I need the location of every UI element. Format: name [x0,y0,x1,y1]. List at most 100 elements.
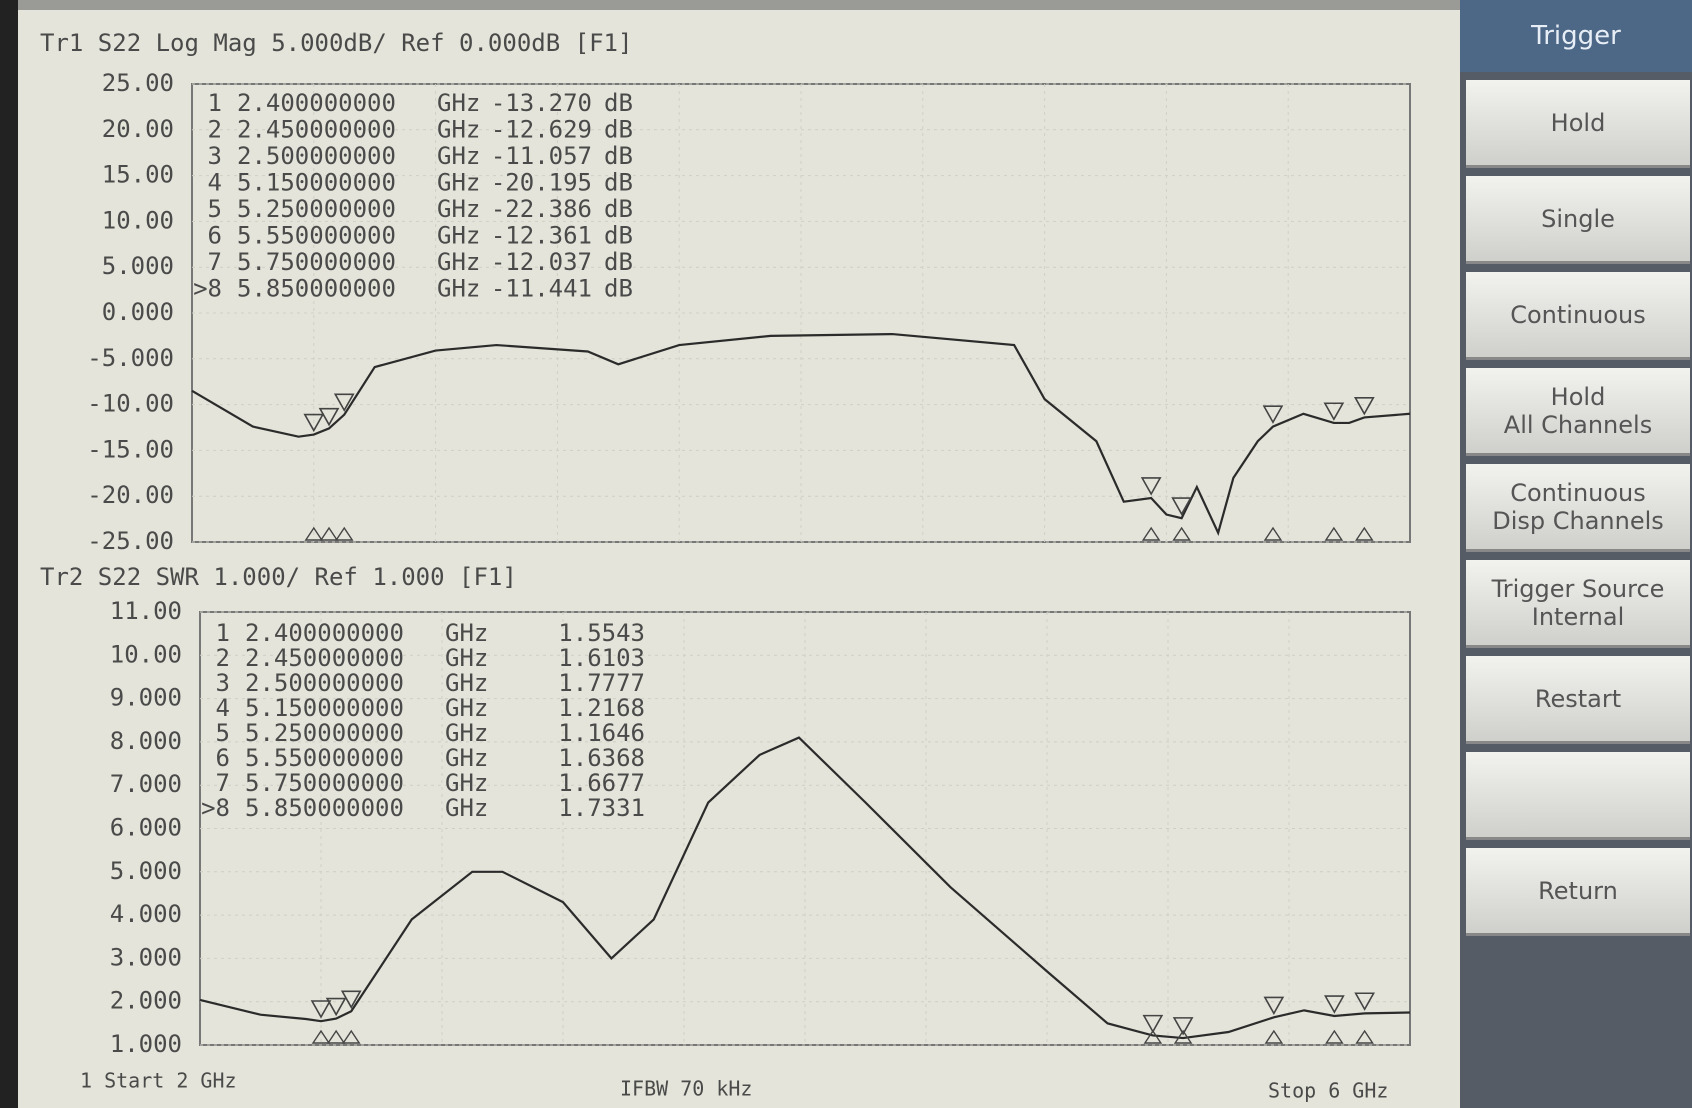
softkey-label: Return [1538,877,1618,905]
marker-id: 6 [216,744,230,772]
softkey[interactable]: Hold [1466,80,1690,168]
marker-value: 1.7777 [558,669,645,697]
marker-value: 1.6677 [558,769,645,797]
softkey-label: Restart [1535,685,1621,713]
marker-id: 7 [216,769,230,797]
softkey[interactable]: Continuous [1466,272,1690,360]
y-tick-label: 0.000 [102,298,174,326]
marker-freq-unit: GHz [437,169,480,197]
marker-freq-unit: GHz [437,195,480,223]
marker-freq-unit: GHz [445,644,488,672]
marker-freq-unit: GHz [445,719,488,747]
y-tick-label: 5.000 [102,252,174,280]
marker-id: 1 [216,619,230,647]
marker-value: 1.1646 [558,719,645,747]
marker-id: 6 [208,222,222,250]
softkey-label: All Channels [1504,411,1652,439]
marker-id: 3 [208,142,222,170]
y-tick-label: -10.00 [87,390,174,418]
y-tick-label: 2.000 [110,987,182,1015]
marker-value: -12.037 [491,248,592,276]
softkey-label: Single [1541,205,1615,233]
marker-value-unit: dB [604,275,633,303]
softkey[interactable]: Return [1466,848,1690,936]
footer-start: 1 Start 2 GHz [80,1069,237,1093]
marker-value: -22.386 [491,195,592,223]
y-tick-label: 5.000 [110,857,182,885]
marker-freq: 5.850000000 [237,275,396,303]
marker-freq: 2.450000000 [237,116,396,144]
softkey[interactable] [1466,752,1690,840]
page: Stop 6 GHz 1 Start 2 GHz IFBW 70 kHz Tr1… [0,0,1692,1108]
marker-freq: 5.550000000 [245,744,404,772]
softkey-label: Hold [1551,109,1606,137]
y-tick-label: -25.00 [87,527,174,555]
marker-value: -11.441 [491,275,592,303]
marker-freq: 5.850000000 [245,794,404,822]
softkey-label: Internal [1532,603,1625,631]
marker-value: 1.6103 [558,644,645,672]
marker-freq-unit: GHz [445,769,488,797]
marker-freq-unit: GHz [445,619,488,647]
y-tick-label: 9.000 [110,684,182,712]
marker-freq-unit: GHz [445,694,488,722]
y-tick-label: 11.00 [110,597,182,625]
marker-freq-unit: GHz [445,744,488,772]
y-tick-label: -20.00 [87,481,174,509]
marker-freq: 5.250000000 [237,195,396,223]
y-tick-label: 25.00 [102,69,174,97]
y-tick-label: -5.000 [87,344,174,372]
y-tick-label: 10.00 [102,206,174,234]
marker-value-unit: dB [604,222,633,250]
marker-value: 1.5543 [558,619,645,647]
softkey-label: Trigger Source [1492,575,1665,603]
marker-freq: 5.550000000 [237,222,396,250]
softkey-label: Continuous [1510,301,1646,329]
y-tick-label: 15.00 [102,161,174,189]
softkey[interactable]: Single [1466,176,1690,264]
bezel [0,0,1460,10]
softkey-label: Disp Channels [1492,507,1664,535]
marker-id: 4 [216,694,230,722]
softkey-label: Hold [1551,383,1606,411]
y-tick-label: 8.000 [110,727,182,755]
marker-value: 1.2168 [558,694,645,722]
marker-value-unit: dB [604,169,633,197]
marker-value: -12.629 [491,116,592,144]
marker-value-unit: dB [604,195,633,223]
marker-freq: 2.500000000 [237,142,396,170]
marker-id: 3 [216,669,230,697]
analyzer-screen: Stop 6 GHz 1 Start 2 GHz IFBW 70 kHz Tr1… [0,0,1460,1108]
marker-freq-unit: GHz [437,275,480,303]
marker-freq-unit: GHz [445,794,488,822]
marker-id: >8 [193,275,222,303]
marker-id: 2 [216,644,230,672]
marker-value: -20.195 [491,169,592,197]
marker-value-unit: dB [604,89,633,117]
y-tick-label: 20.00 [102,115,174,143]
marker-freq: 2.400000000 [237,89,396,117]
y-tick-label: -15.00 [87,435,174,463]
marker-freq-unit: GHz [437,116,480,144]
marker-value: 1.7331 [558,794,645,822]
trace-title: Tr1 S22 Log Mag 5.000dB/ Ref 0.000dB [F1… [40,29,632,57]
marker-value-unit: dB [604,248,633,276]
marker-freq-unit: GHz [437,248,480,276]
marker-id: 5 [208,195,222,223]
softkey-panel: Trigger HoldSingleContinuousHoldAll Chan… [1460,0,1692,1108]
marker-freq-unit: GHz [437,89,480,117]
trace-title: Tr2 S22 SWR 1.000/ Ref 1.000 [F1] [40,563,517,591]
softkey-label: Continuous [1510,479,1646,507]
footer-ifbw: IFBW 70 kHz [620,1077,752,1101]
y-tick-label: 6.000 [110,814,182,842]
marker-id: >8 [201,794,230,822]
marker-freq: 5.750000000 [237,248,396,276]
marker-value: 1.6368 [558,744,645,772]
marker-freq: 2.500000000 [245,669,404,697]
y-tick-label: 1.000 [110,1030,182,1058]
softkey[interactable]: Restart [1466,656,1690,744]
y-tick-label: 10.00 [110,640,182,668]
